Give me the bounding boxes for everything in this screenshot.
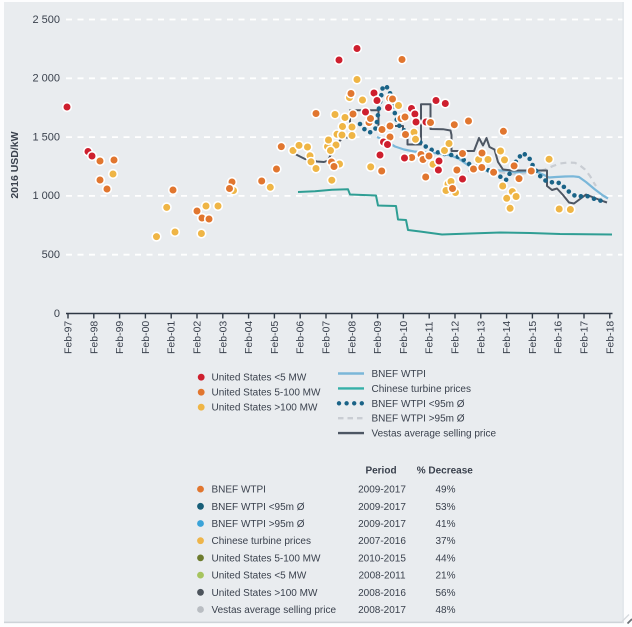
svg-text:56%: 56% [435,588,455,599]
svg-text:Feb-03: Feb-03 [217,321,229,354]
svg-text:United States <5 MW: United States <5 MW [212,571,307,582]
svg-text:% Decrease: % Decrease [417,466,474,477]
svg-text:2008-2016: 2008-2016 [358,588,406,599]
svg-text:Feb-09: Feb-09 [372,321,384,354]
svg-text:Feb-02: Feb-02 [192,321,204,354]
svg-text:Feb-08: Feb-08 [346,321,358,354]
svg-text:Vestas average selling price: Vestas average selling price [372,429,497,440]
svg-text:53%: 53% [435,502,455,513]
svg-text:44%: 44% [435,553,455,564]
svg-text:Feb-99: Feb-99 [114,321,126,354]
svg-text:Feb-16: Feb-16 [553,321,565,354]
svg-text:BNEF WTPI: BNEF WTPI [212,485,266,496]
svg-text:49%: 49% [435,485,455,496]
svg-text:Feb-97: Feb-97 [63,321,75,354]
svg-text:0: 0 [54,308,60,320]
svg-text:2008-2011: 2008-2011 [358,571,406,582]
svg-text:2010-2015: 2010-2015 [358,553,406,564]
svg-text:BNEF WTPI: BNEF WTPI [372,369,426,380]
svg-text:1 000: 1 000 [32,190,60,202]
svg-text:Vestas average selling price: Vestas average selling price [212,605,337,616]
svg-text:Feb-14: Feb-14 [501,321,513,354]
svg-text:Feb-15: Feb-15 [527,321,539,354]
svg-text:37%: 37% [435,536,455,547]
svg-text:41%: 41% [435,519,455,530]
svg-text:500: 500 [42,249,60,261]
svg-text:United States >100 MW: United States >100 MW [212,588,318,599]
svg-text:BNEF WTPI <95m Ø: BNEF WTPI <95m Ø [212,502,305,513]
svg-text:2 500: 2 500 [32,14,60,26]
svg-text:United States >100 MW: United States >100 MW [212,403,318,414]
svg-text:2008-2017: 2008-2017 [358,605,406,616]
svg-text:2007-2016: 2007-2016 [358,536,406,547]
svg-text:Feb-17: Feb-17 [579,321,591,354]
svg-text:United States 5-100 MW: United States 5-100 MW [212,388,321,399]
svg-text:21%: 21% [435,571,455,582]
svg-text:2 000: 2 000 [32,73,60,85]
svg-text:2009-2017: 2009-2017 [358,519,406,530]
svg-text:Chinese turbine prices: Chinese turbine prices [212,536,312,547]
svg-text:Feb-10: Feb-10 [398,321,410,354]
svg-text:48%: 48% [435,605,455,616]
svg-text:Chinese turbine prices: Chinese turbine prices [372,384,472,395]
svg-text:Feb-98: Feb-98 [88,321,100,354]
svg-text:BNEF WTPI >95m Ø: BNEF WTPI >95m Ø [372,414,465,425]
svg-text:Feb-00: Feb-00 [140,321,152,354]
svg-text:Feb-01: Feb-01 [166,321,178,354]
svg-text:United States 5-100 MW: United States 5-100 MW [212,553,321,564]
svg-text:2009-2017: 2009-2017 [358,502,406,513]
svg-text:Feb-13: Feb-13 [475,321,487,354]
svg-text:Feb-05: Feb-05 [269,321,281,354]
svg-text:1 500: 1 500 [32,131,60,143]
svg-text:United States <5 MW: United States <5 MW [212,373,307,384]
svg-text:Feb-12: Feb-12 [450,321,462,354]
svg-text:Feb-11: Feb-11 [424,321,436,354]
svg-text:BNEF WTPI <95m Ø: BNEF WTPI <95m Ø [372,399,465,410]
svg-text:Feb-07: Feb-07 [321,321,333,354]
svg-text:2009-2017: 2009-2017 [358,485,406,496]
svg-text:Feb-18: Feb-18 [604,321,616,354]
svg-text:Period: Period [365,466,396,477]
svg-text:Feb-06: Feb-06 [295,321,307,354]
svg-text:Feb-04: Feb-04 [243,321,255,354]
svg-text:2016 USD/kW: 2016 USD/kW [9,131,21,198]
svg-text:BNEF WTPI >95m Ø: BNEF WTPI >95m Ø [212,519,305,530]
